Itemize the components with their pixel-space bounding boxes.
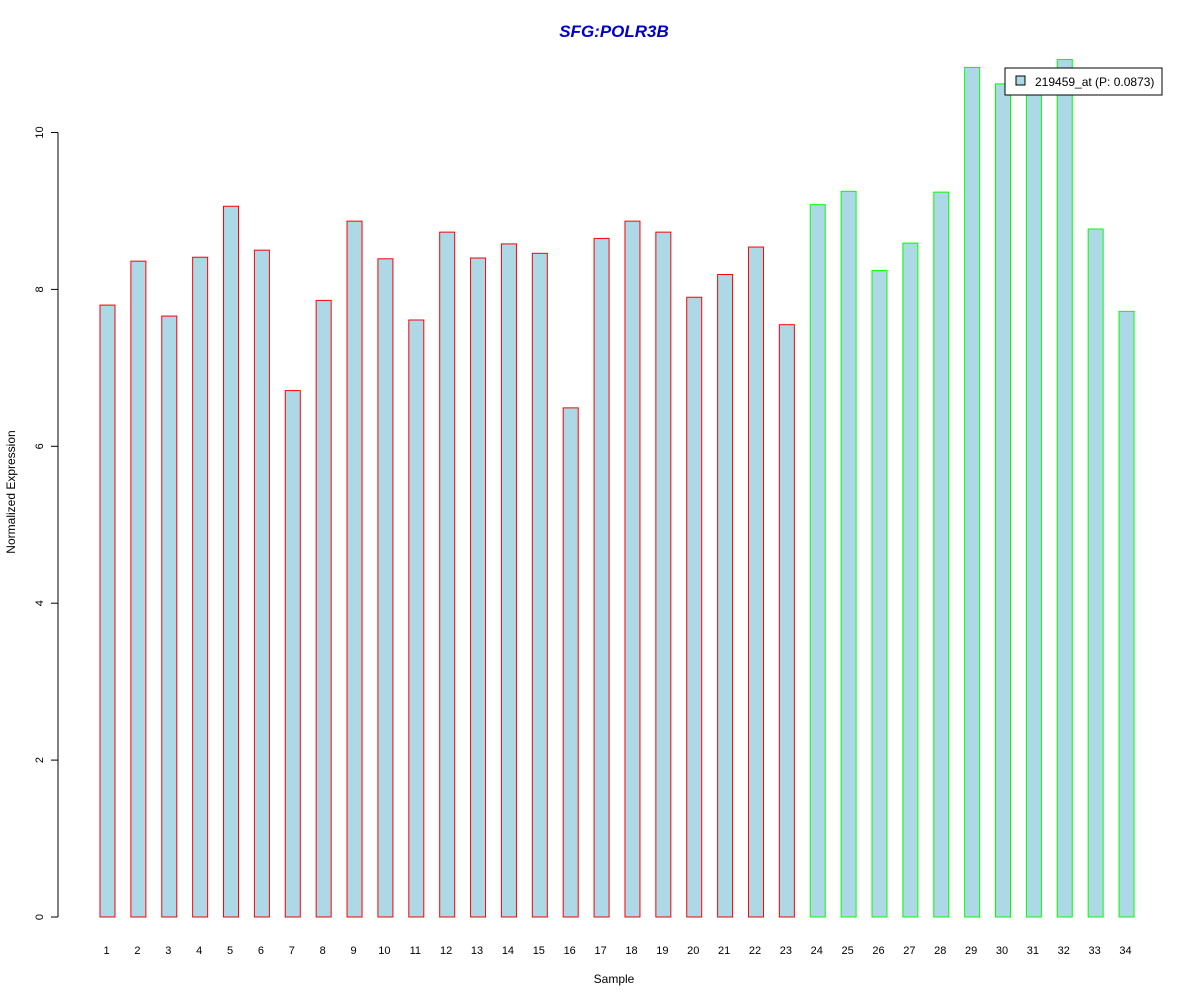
- bar-sample-23: [778, 324, 795, 918]
- bar-sample-2: [130, 260, 147, 918]
- bar-sample-9: [346, 220, 363, 918]
- bar-sample-27: [902, 242, 919, 918]
- y-axis: 0 2 4 6 8 10: [34, 126, 59, 920]
- x-tick-label: 22: [749, 945, 761, 957]
- bar-sample-32: [1056, 59, 1073, 918]
- legend-entry-label: 219459_at (P: 0.0873): [1035, 75, 1154, 89]
- bar-sample-12: [439, 231, 456, 918]
- bar-sample-21: [717, 273, 734, 918]
- x-tick-label: 27: [903, 945, 915, 957]
- x-tick-label: 28: [934, 945, 946, 957]
- x-tick-label: 3: [165, 945, 171, 957]
- chart-title: SFG:POLR3B: [559, 22, 669, 41]
- y-tick-label: 0: [34, 914, 46, 920]
- x-tick-label: 23: [780, 945, 792, 957]
- x-axis-label: Sample: [594, 972, 635, 986]
- x-tick-label: 25: [841, 945, 853, 957]
- x-tick-label: 12: [440, 945, 452, 957]
- x-tick-label: 18: [625, 945, 637, 957]
- bar-sample-10: [377, 258, 394, 918]
- y-tick-label: 2: [34, 757, 46, 763]
- x-tick-label: 6: [258, 945, 264, 957]
- y-tick-label: 8: [34, 286, 46, 292]
- bar-sample-4: [192, 256, 209, 918]
- bar-sample-15: [531, 252, 548, 918]
- x-tick-label: 21: [718, 945, 730, 957]
- x-tick-label: 7: [289, 945, 295, 957]
- bar-sample-26: [871, 270, 888, 918]
- x-tick-label: 14: [502, 945, 514, 957]
- bar-sample-11: [408, 319, 425, 918]
- x-tick-label: 16: [564, 945, 576, 957]
- bar-sample-7: [284, 390, 301, 918]
- x-tick-label: 17: [594, 945, 606, 957]
- bar-sample-28: [933, 191, 950, 918]
- x-tick-label: 24: [811, 945, 823, 957]
- x-tick-label: 20: [687, 945, 699, 957]
- x-tick-label: 2: [134, 945, 140, 957]
- bar-sample-19: [655, 231, 672, 918]
- bar-sample-3: [161, 315, 178, 918]
- x-tick-label: 9: [350, 945, 356, 957]
- bar-sample-5: [223, 205, 240, 918]
- x-tick-label: 26: [872, 945, 884, 957]
- x-tick-label: 11: [410, 945, 421, 957]
- bar-sample-24: [809, 204, 826, 918]
- bar-sample-6: [253, 249, 270, 918]
- bar-sample-13: [470, 257, 487, 918]
- bar-sample-33: [1087, 228, 1104, 918]
- x-tick-label: 10: [378, 945, 390, 957]
- bar-sample-8: [315, 299, 332, 918]
- bars: [99, 59, 1135, 918]
- x-tick-label: 8: [320, 945, 326, 957]
- bar-sample-18: [624, 220, 641, 918]
- legend-swatch: [1015, 75, 1026, 86]
- x-tick-label: 5: [227, 945, 233, 957]
- bar-sample-22: [747, 246, 764, 918]
- bar-sample-20: [686, 296, 703, 918]
- x-tick-label: 34: [1119, 945, 1131, 957]
- bar-sample-14: [500, 243, 517, 918]
- bar-sample-30: [995, 83, 1012, 918]
- x-tick-label: 33: [1089, 945, 1101, 957]
- x-axis-tick-labels: 1 2 3 4 5 6 7 8 9 10 11 12 13 14 15 16 17 18 19 20 21 22 23 24 2…: [103, 945, 1131, 957]
- bar-sample-29: [964, 66, 981, 918]
- x-tick-label: 13: [471, 945, 483, 957]
- bar-sample-31: [1025, 88, 1042, 918]
- bar-sample-1: [99, 304, 116, 918]
- legend-box: [1004, 67, 1163, 96]
- y-tick-label: 10: [34, 126, 46, 138]
- bar-sample-16: [562, 407, 579, 918]
- bar-sample-17: [593, 237, 610, 918]
- y-tick-label: 6: [34, 443, 46, 449]
- y-tick-label: 4: [34, 600, 46, 606]
- bar-sample-34: [1118, 310, 1135, 918]
- x-tick-label: 15: [533, 945, 545, 957]
- x-tick-label: 4: [196, 945, 202, 957]
- x-tick-label: 19: [656, 945, 668, 957]
- x-tick-label: 30: [996, 945, 1008, 957]
- bar-sample-25: [840, 190, 857, 918]
- y-axis-label: Normalized Expression: [4, 430, 18, 553]
- legend: 219459_at (P: 0.0873): [1004, 67, 1163, 96]
- x-tick-label: 31: [1027, 945, 1039, 957]
- x-tick-label: 32: [1058, 945, 1070, 957]
- x-tick-label: 29: [965, 945, 977, 957]
- x-tick-label: 1: [103, 945, 109, 957]
